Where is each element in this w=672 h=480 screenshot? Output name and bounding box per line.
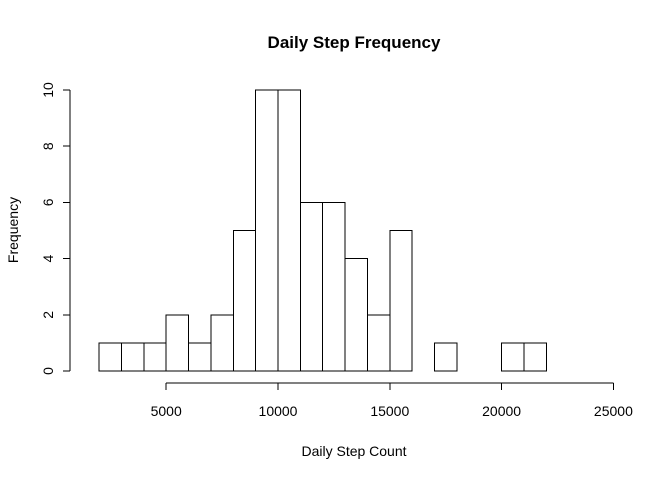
y-tick-label: 8	[40, 142, 56, 150]
histogram-bar-10000	[277, 89, 301, 372]
y-tick-label: 10	[40, 82, 56, 98]
histogram-bar-6000	[188, 342, 212, 372]
histogram-bar-9000	[255, 89, 279, 372]
histogram-bar-17000	[434, 342, 458, 372]
y-tick-label: 4	[40, 254, 56, 262]
y-axis-label: Frequency	[5, 197, 21, 263]
histogram-bar-7000	[210, 314, 234, 372]
histogram-bar-21000	[523, 342, 547, 372]
x-tick-label: 10000	[259, 403, 298, 419]
y-tick-label: 6	[40, 198, 56, 206]
histogram-bar-14000	[366, 314, 391, 372]
x-axis-label: Daily Step Count	[301, 443, 406, 459]
histogram-bar-8000	[232, 230, 257, 372]
histogram-bar-13000	[344, 258, 368, 372]
x-tick-label: 20000	[482, 403, 521, 419]
chart-title: Daily Step Frequency	[268, 33, 441, 52]
histogram-bar-5000	[165, 314, 190, 372]
histogram-bar-2000	[98, 342, 122, 372]
histogram-bar-11000	[299, 201, 324, 372]
y-tick-label: 0	[40, 367, 56, 375]
histogram-bar-15000	[389, 230, 413, 372]
histogram-bar-4000	[143, 342, 167, 372]
histogram-bar-20000	[501, 342, 525, 372]
y-axis: 0 2 4 6 8 10	[40, 82, 71, 375]
y-tick-label: 2	[40, 311, 56, 319]
bars-group	[98, 89, 547, 372]
x-tick-label: 25000	[594, 403, 633, 419]
x-axis: 5000 10000 15000 20000 25000	[151, 382, 633, 419]
histogram-bar-12000	[322, 201, 346, 372]
x-tick-label: 15000	[370, 403, 409, 419]
histogram-bar-3000	[120, 342, 145, 372]
x-tick-label: 5000	[151, 403, 182, 419]
